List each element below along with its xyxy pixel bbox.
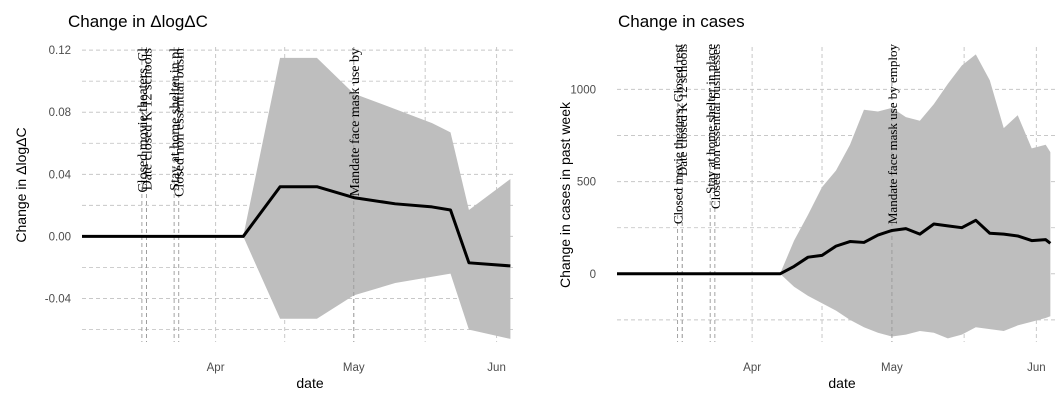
chart-panel-cases: Change in cases Closed movie theaters, C… [557, 12, 1055, 391]
confidence-band [82, 57, 511, 339]
intervention-lines [677, 47, 893, 342]
confidence-band-area [82, 57, 511, 339]
chart-title: Change in ΔlogΔC [68, 12, 208, 31]
y-tick-label: 1000 [570, 84, 596, 96]
x-tick-label: Jun [487, 362, 506, 374]
intervention-label: Date closed K 12 schools [140, 48, 155, 190]
intervention-label: Closed movie theaters, Cl [136, 48, 151, 193]
y-tick-label: 0.12 [49, 45, 71, 57]
y-tick-label: 0.04 [49, 169, 72, 181]
series-lines [617, 218, 1052, 276]
x-tick-label: Apr [743, 362, 761, 374]
intervention-label: Mandate face mask use by employ [885, 44, 900, 225]
x-tick-labels: Apr May Jun [207, 362, 506, 374]
confidence-band [617, 54, 1051, 339]
y-tick-labels: -0.04 0.00 0.04 0.08 0.12 [45, 45, 72, 305]
y-tick-label: 0.00 [49, 231, 71, 243]
series-line [617, 218, 1052, 276]
x-tick-label: Apr [207, 362, 225, 374]
x-axis-label: date [296, 375, 323, 391]
intervention-label: Stay at home shelter in pl [168, 48, 183, 191]
y-axis-label: Change in ΔlogΔC [13, 127, 29, 242]
x-tick-label: Jun [1027, 362, 1046, 374]
series-line [82, 185, 511, 268]
y-tick-label: 500 [577, 177, 596, 189]
series-lines [82, 185, 511, 268]
intervention-label: Date closed K 12 schools [675, 44, 690, 176]
intervention-label: Closed non essential busin [173, 48, 188, 197]
x-tick-labels: Apr May Jun [743, 362, 1045, 374]
chart-title: Change in cases [618, 12, 745, 31]
intervention-label: Mandate face mask use by [348, 48, 363, 197]
chart-panel-delta-log: Change in ΔlogΔC Closed movie theaters, … [13, 12, 515, 391]
y-tick-label: 0.08 [49, 107, 71, 119]
y-tick-label: 0 [590, 269, 596, 281]
y-tick-labels: 0 500 1000 [570, 84, 596, 280]
intervention-label: Closed movie theaters, Closed rest [671, 44, 686, 225]
intervention-lines [141, 47, 355, 342]
x-tick-label: May [881, 362, 903, 374]
y-tick-label: -0.04 [45, 294, 72, 306]
confidence-band-area [617, 54, 1051, 339]
intervention-label: Closed non essential businesses [708, 44, 723, 209]
x-axis-label: date [828, 375, 855, 391]
x-tick-label: May [343, 362, 365, 374]
intervention-label: Stay at home shelter in place [703, 44, 718, 194]
y-axis-label: Change in cases in past week [557, 101, 573, 288]
